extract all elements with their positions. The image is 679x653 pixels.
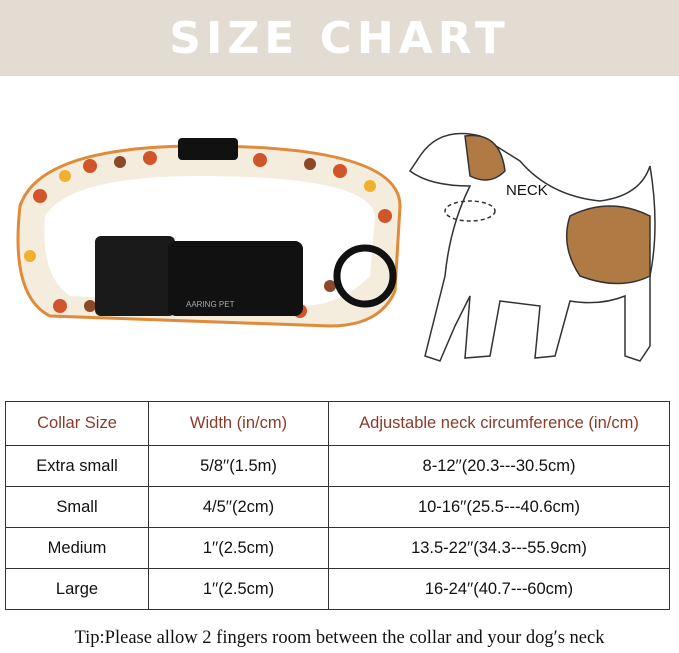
cell-size: Extra small <box>5 445 149 487</box>
cell-width: 1′′(2.5cm) <box>148 527 329 569</box>
table-header: Collar Size Width (in/cm) Adjustable nec… <box>5 401 670 446</box>
cell-neck: 8-12′′(20.3---30.5cm) <box>328 445 670 487</box>
cell-size: Large <box>5 568 149 610</box>
cell-neck: 13.5-22′′(34.3---55.9cm) <box>328 527 670 569</box>
cell-width: 1′′(2.5cm) <box>148 568 329 610</box>
table-row: Small 4/5′′(2cm) 10-16′′(25.5---40.6cm) <box>5 486 670 528</box>
size-table: Collar Size Width (in/cm) Adjustable nec… <box>5 401 670 610</box>
product-illustration <box>16 132 656 362</box>
cell-neck: 16-24′′(40.7---60cm) <box>328 568 670 610</box>
banner-title: SIZE CHART <box>169 12 510 64</box>
tip-text: Tip:Please allow 2 fingers room between … <box>74 628 605 648</box>
header-width: Width (in/cm) <box>148 401 329 446</box>
dog-illustration <box>408 132 656 362</box>
collar-image <box>16 138 402 328</box>
cell-size: Medium <box>5 527 149 569</box>
cell-size: Small <box>5 486 149 528</box>
cell-neck: 10-16′′(25.5---40.6cm) <box>328 486 670 528</box>
header-collar-size: Collar Size <box>5 401 149 446</box>
banner: SIZE CHART <box>0 0 679 76</box>
table-row: Large 1′′(2.5cm) 16-24′′(40.7---60cm) <box>5 568 670 610</box>
table-row: Medium 1′′(2.5cm) 13.5-22′′(34.3---55.9cm) <box>5 527 670 569</box>
table-row: Extra small 5/8′′(1.5m) 8-12′′(20.3---30.5… <box>5 445 670 487</box>
brand-logo: AARING PET <box>186 300 235 309</box>
neck-label: NECK <box>506 182 548 199</box>
header-neck: Adjustable neck circumference (in/cm) <box>328 401 670 446</box>
cell-width: 5/8′′(1.5m) <box>148 445 329 487</box>
cell-width: 4/5′′(2cm) <box>148 486 329 528</box>
